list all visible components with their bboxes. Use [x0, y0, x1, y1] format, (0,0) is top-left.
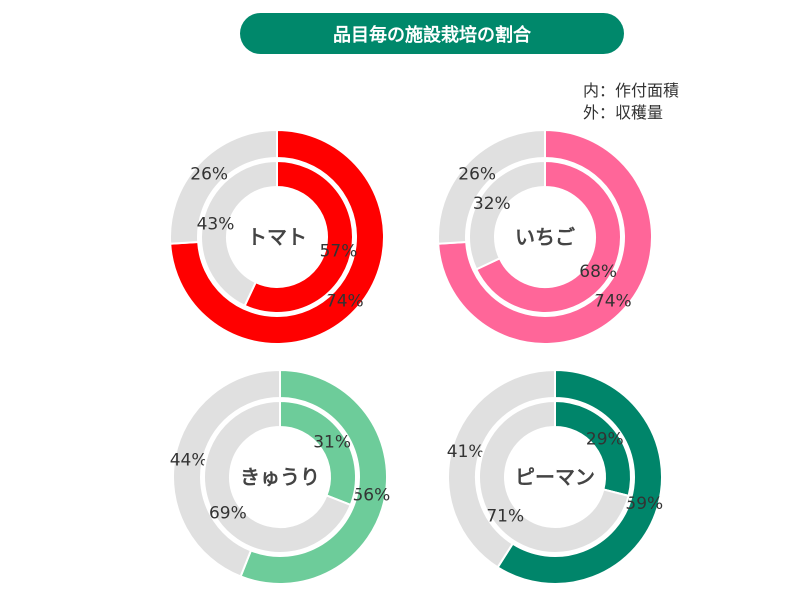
- inner-pct-label: 31%: [313, 433, 351, 453]
- inner-ring-segment-other: [203, 399, 352, 554]
- legend-outer: 外：収穫量: [583, 103, 664, 122]
- inner-ring-segment-other: [200, 159, 278, 308]
- outer-ring-segment-other: [447, 368, 556, 569]
- crop-name-label: いちご: [515, 225, 575, 249]
- outer-pct-label: 26%: [458, 164, 496, 184]
- inner-ring-segment-facility: [474, 159, 622, 314]
- chart-title: 品目毎の施設栽培の割合: [240, 13, 624, 54]
- inner-ring-segment-facility: [243, 159, 354, 314]
- crop-name-label: ピーマン: [515, 465, 595, 489]
- outer-ring-segment-facility: [496, 368, 663, 585]
- outer-pct-label: 44%: [170, 451, 208, 471]
- outer-ring-segment-facility: [437, 128, 653, 345]
- legend-inner: 内：作付面積: [583, 81, 680, 100]
- inner-pct-label: 71%: [486, 507, 524, 527]
- inner-pct-label: 68%: [579, 262, 617, 282]
- outer-pct-label: 56%: [352, 485, 390, 505]
- crop-name-label: トマト: [247, 225, 307, 249]
- outer-ring-segment-facility: [169, 128, 385, 345]
- outer-ring-segment-other: [437, 128, 546, 245]
- inner-pct-label: 69%: [209, 503, 247, 523]
- outer-ring-segment-other: [169, 128, 278, 245]
- crop-name-label: きゅうり: [240, 465, 320, 489]
- outer-ring-segment-other: [172, 368, 281, 578]
- outer-ring-segment-facility: [239, 368, 388, 585]
- inner-pct-label: 43%: [197, 214, 235, 234]
- inner-pct-label: 57%: [320, 242, 358, 262]
- inner-ring-segment-other: [468, 159, 546, 271]
- outer-pct-label: 41%: [447, 442, 485, 462]
- inner-pct-label: 32%: [473, 194, 511, 214]
- ring-legend: 内：作付面積 外：収穫量: [583, 80, 679, 124]
- inner-pct-label: 29%: [586, 429, 624, 449]
- outer-pct-label: 26%: [190, 164, 228, 184]
- outer-pct-label: 59%: [625, 494, 663, 514]
- outer-pct-label: 74%: [594, 292, 632, 312]
- inner-ring-segment-other: [478, 399, 630, 554]
- outer-pct-label: 74%: [326, 292, 364, 312]
